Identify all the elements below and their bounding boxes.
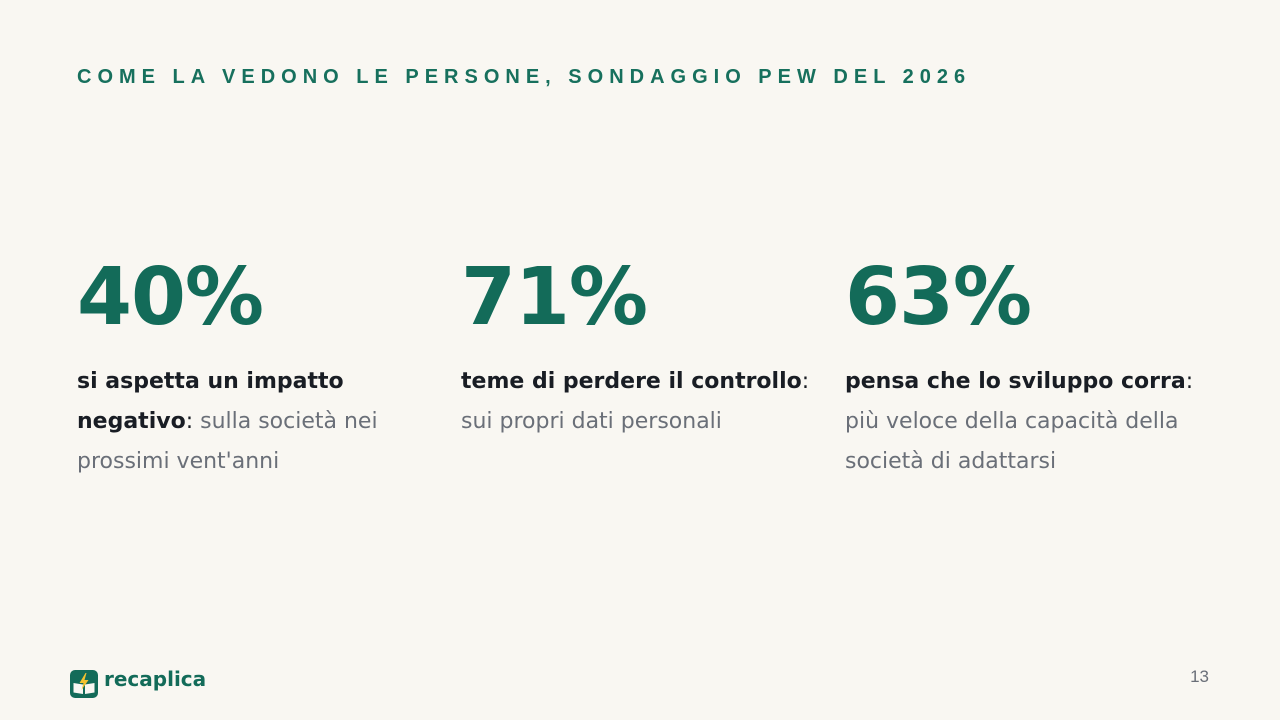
- stat-percentage: 40%: [77, 251, 264, 343]
- stat-card-data-control: 71% teme di perdere il controllo: sui pr…: [461, 252, 811, 442]
- stat-colon: :: [801, 369, 810, 394]
- stat-highlight: pensa che lo sviluppo corra: [845, 369, 1186, 394]
- stat-colon: :: [1185, 369, 1194, 394]
- stat-highlight: si aspetta un impatto negativo: [77, 369, 344, 434]
- stat-description: teme di perdere il controllo: sui propri…: [461, 362, 811, 442]
- stat-highlight: teme di perdere il controllo: [461, 369, 802, 394]
- brand-footer: recaplica: [70, 667, 207, 698]
- stat-percentage: 71%: [461, 251, 648, 343]
- stat-description: si aspetta un impatto negativo: sulla so…: [77, 362, 427, 482]
- stat-description: pensa che lo sviluppo corra: più veloce …: [845, 362, 1205, 482]
- slide-kicker-heading: COME LA VEDONO LE PERSONE, SONDAGGIO PEW…: [77, 66, 972, 88]
- stat-card-development-speed: 63% pensa che lo sviluppo corra: più vel…: [845, 252, 1205, 482]
- page-number: 13: [1190, 667, 1209, 686]
- book-lightning-icon: [70, 670, 98, 698]
- stat-colon: :: [185, 409, 194, 434]
- brand-name: recaplica: [104, 667, 207, 691]
- stat-percentage: 63%: [845, 251, 1032, 343]
- stat-detail: sui propri dati personali: [461, 409, 722, 434]
- stat-detail: sulla società nei prossimi vent'anni: [77, 409, 378, 474]
- stat-detail: più veloce della capacità della società …: [845, 409, 1179, 474]
- stat-card-negative-impact: 40% si aspetta un impatto negativo: sull…: [77, 252, 427, 482]
